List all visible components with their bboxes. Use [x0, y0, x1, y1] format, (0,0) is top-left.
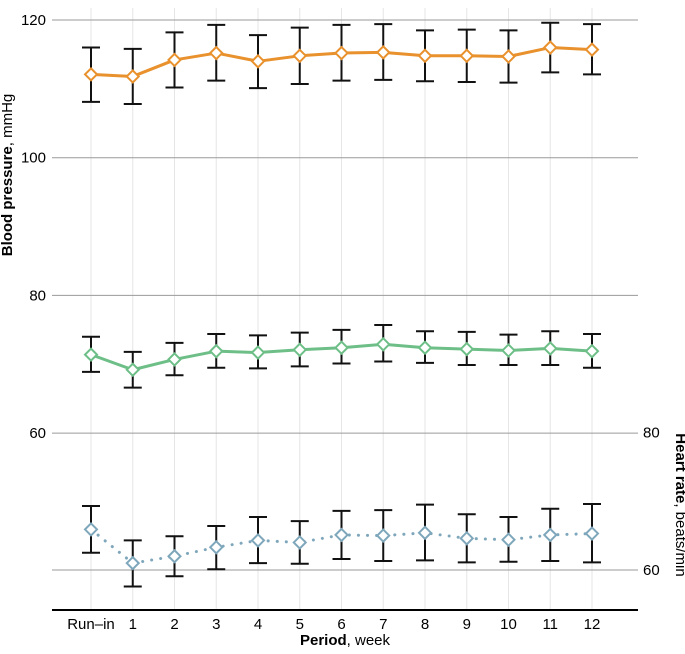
y-axis-left-title: Blood pressure, mmHg — [0, 94, 16, 257]
data-point — [125, 362, 141, 378]
data-point — [250, 53, 266, 69]
data-point — [501, 532, 516, 548]
series-2 — [82, 324, 601, 389]
data-point — [334, 340, 349, 356]
series-layer — [82, 21, 601, 588]
data-point — [292, 48, 308, 64]
x-tick-label: 2 — [170, 616, 178, 633]
data-point — [83, 521, 99, 537]
data-point — [417, 48, 433, 64]
x-tick-label: 11 — [542, 616, 558, 633]
x-axis-title: Period, week — [300, 632, 391, 649]
data-point — [250, 345, 266, 360]
data-point — [208, 343, 224, 359]
x-tick-label: 8 — [421, 616, 429, 633]
y-left-tick-label: 100 — [21, 150, 46, 167]
x-tick-label: 5 — [296, 616, 304, 633]
x-tick-label: 1 — [129, 616, 137, 633]
data-point — [83, 66, 99, 82]
x-tick-label: 7 — [379, 616, 387, 633]
data-point — [208, 45, 224, 61]
data-point — [167, 352, 182, 367]
data-point — [501, 343, 516, 358]
data-point — [459, 530, 475, 546]
data-point — [250, 533, 266, 548]
data-point — [542, 341, 558, 356]
x-tick-label: 4 — [254, 616, 262, 633]
data-point — [292, 535, 308, 550]
data-point — [125, 555, 141, 571]
data-point — [542, 527, 558, 543]
data-point — [459, 48, 475, 64]
data-point — [292, 342, 308, 358]
data-point — [375, 44, 391, 60]
data-point — [167, 52, 182, 68]
y-right-tick-label: 80 — [643, 424, 660, 441]
x-tick-label: 6 — [337, 616, 345, 633]
data-point — [459, 341, 475, 357]
data-point — [417, 525, 433, 541]
data-point — [83, 347, 99, 363]
data-point — [542, 40, 558, 55]
data-point — [375, 528, 391, 544]
data-point — [125, 69, 141, 84]
y-right-tick-label: 60 — [643, 562, 660, 579]
data-point — [584, 42, 600, 58]
y-left-tick-label: 60 — [29, 425, 46, 442]
x-tick-label: 3 — [212, 616, 220, 633]
data-point — [584, 343, 600, 359]
x-tick-label: Run–in — [67, 616, 115, 633]
data-point — [417, 340, 433, 356]
data-point — [375, 336, 391, 352]
data-point — [334, 45, 349, 61]
x-tick-label: 10 — [500, 616, 517, 633]
x-tick-label: 12 — [584, 616, 601, 633]
data-point — [167, 548, 182, 564]
series-1 — [82, 21, 601, 105]
y-left-tick-label: 120 — [21, 12, 46, 29]
data-point — [208, 539, 224, 555]
x-tick-label: 9 — [463, 616, 471, 633]
data-point — [501, 49, 516, 64]
y-left-tick-label: 80 — [29, 287, 46, 304]
y-axis-right-title: Heart rate, beats/min — [672, 433, 685, 576]
data-point — [334, 527, 349, 543]
series-3 — [82, 502, 601, 588]
data-point — [584, 526, 600, 541]
